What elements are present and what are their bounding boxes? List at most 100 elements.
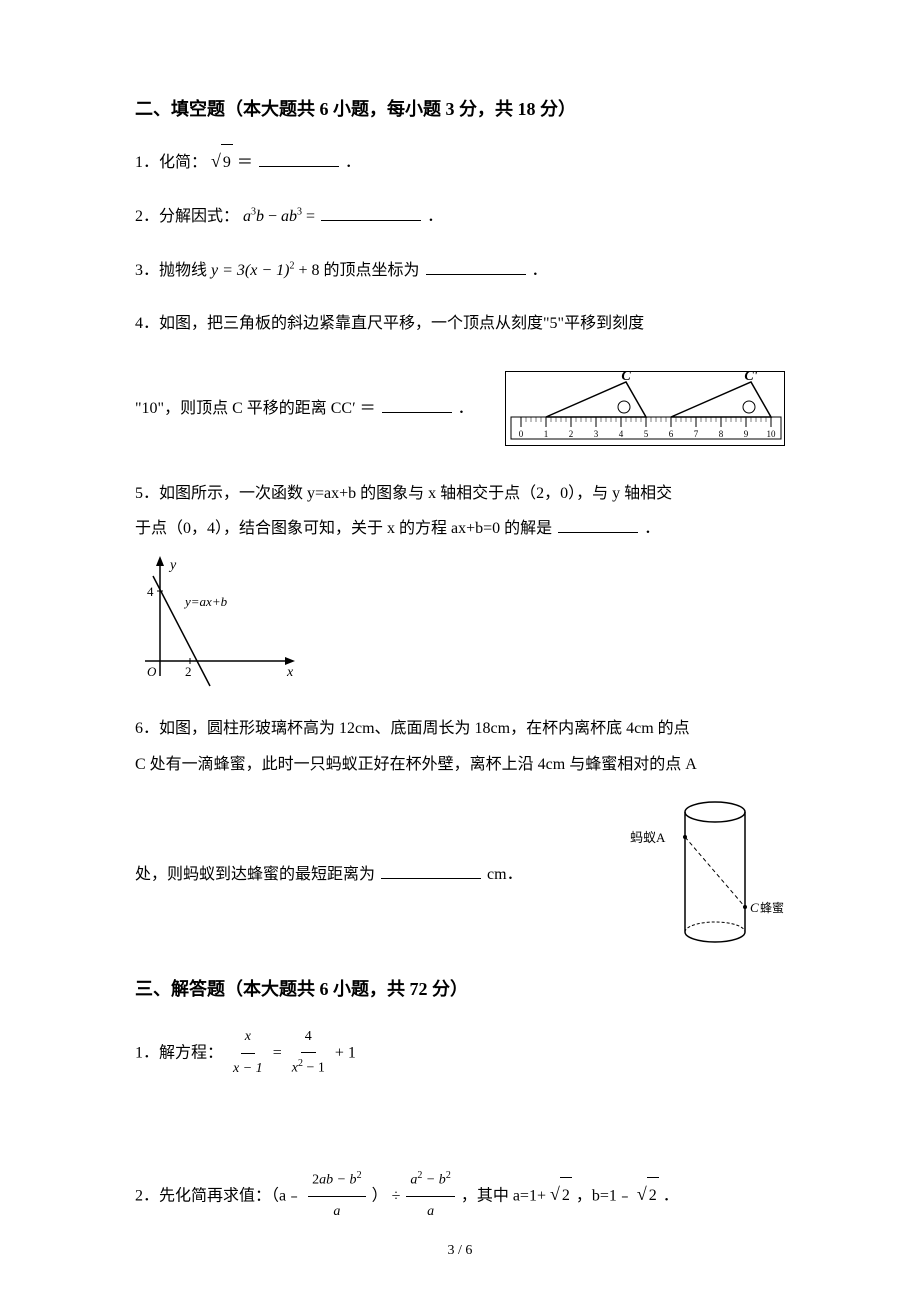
svg-text:蚂蚁A: 蚂蚁A — [630, 830, 666, 845]
s3q2-frac2: a2 − b2 a — [406, 1165, 454, 1228]
q2-a: a — [243, 208, 251, 225]
q6-line2: C 处有一滴蜂蜜，此时一只蚂蚁正好在杯外壁，离杯上沿 4cm 与蜂蜜相对的点 A — [135, 747, 785, 782]
s3q2-frac1: 2ab − b2 a — [308, 1165, 365, 1228]
q2-prefix: 2．分解因式： — [135, 208, 239, 225]
s3q1-prefix: 1．解方程： — [135, 1044, 223, 1061]
q2-minus: − — [264, 208, 281, 225]
s3q2-frac2-den: a — [423, 1197, 438, 1228]
q3-expr: y = 3(x − 1)2 + 8 — [211, 262, 323, 279]
s3q2-tail2: ，b=1﹣ — [576, 1187, 633, 1204]
question-2-1: 1．化简： √9 ＝ ． — [135, 142, 785, 182]
svg-text:4: 4 — [619, 429, 624, 439]
s3q1-frac1-num: x — [241, 1022, 255, 1054]
q2-eq: = — [302, 208, 319, 225]
q6-row: 处，则蚂蚁到达蜂蜜的最短距离为 cm． 蚂蚁A C 蜂蜜 — [135, 792, 785, 957]
sqrt-content: 9 — [221, 144, 233, 180]
q5-line2: 于点（0，4），结合图象可知，关于 x 的方程 ax+b=0 的解是 ． — [135, 511, 785, 546]
question-3-2: 2．先化简再求值：（a﹣ 2ab − b2 a ） ÷ a2 − b2 a ，其… — [135, 1165, 785, 1228]
q3-tail: + 8 — [294, 262, 319, 279]
q4-row: "10"，则顶点 C 平移的距离 CC′ ＝ ． — [135, 371, 785, 446]
q2-b: b — [256, 208, 264, 225]
s3q2-frac2-num: a2 − b2 — [406, 1165, 454, 1197]
svg-text:5: 5 — [644, 429, 649, 439]
svg-text:x: x — [286, 665, 294, 680]
s3q1-frac1: x x − 1 — [229, 1022, 267, 1085]
q3-mid: 的顶点坐标为 — [324, 262, 420, 279]
s3q2-frac2-num-b: − b — [422, 1172, 445, 1187]
sqrt-9: √9 — [211, 142, 233, 182]
question-2-3: 3．抛物线 y = 3(x − 1)2 + 8 的顶点坐标为 ． — [135, 253, 785, 288]
q5-line2-prefix: 于点（0，4），结合图象可知，关于 x 的方程 ax+b=0 的解是 — [135, 520, 552, 537]
s3q2-prefix: 2．先化简再求值：（a﹣ — [135, 1187, 302, 1204]
svg-text:2: 2 — [569, 429, 574, 439]
svg-text:3: 3 — [594, 429, 599, 439]
q4-blank — [382, 397, 452, 413]
svg-text:2: 2 — [185, 664, 192, 679]
q6-line3-suffix: cm． — [487, 866, 523, 883]
s3q2-frac2-num-exp2: 2 — [446, 1170, 451, 1181]
question-2-2: 2．分解因式： a3b − ab3 = ． — [135, 199, 785, 234]
s3q2-frac1-num: 2ab − b2 — [308, 1165, 365, 1197]
question-2-5: 5．如图所示，一次函数 y=ax+b 的图象与 x 轴相交于点（2，0），与 y… — [135, 476, 785, 691]
svg-text:9: 9 — [744, 429, 749, 439]
s3q1-eq: = — [273, 1044, 286, 1061]
s3q2-tail1: ，其中 a=1+ — [461, 1187, 546, 1204]
ruler-svg: 0 1 2 3 4 5 6 7 8 9 10 — [506, 372, 786, 447]
q1-prefix: 1．化简： — [135, 154, 207, 171]
s3q1-frac1-den: x − 1 — [229, 1054, 267, 1085]
q3-blank — [426, 259, 526, 275]
sqrt-symbol-b: √ — [637, 1175, 647, 1215]
s3q2-frac1-den: a — [329, 1197, 344, 1228]
svg-text:6: 6 — [669, 429, 674, 439]
svg-text:10: 10 — [767, 429, 777, 439]
s3q2-sqrt-a: √2 — [550, 1175, 572, 1215]
s3q1-frac2-den-b: − 1 — [303, 1061, 325, 1076]
section3-heading: 三、解答题（本大题共 6 小题，共 72 分） — [135, 975, 785, 1004]
q3-prefix: 3．抛物线 — [135, 262, 211, 279]
question-3-1: 1．解方程： x x − 1 = 4 x2 − 1 + 1 — [135, 1022, 785, 1085]
q1-equals: ＝ — [237, 154, 253, 171]
page-footer: 3 / 6 — [0, 1240, 920, 1262]
svg-text:O: O — [147, 664, 157, 679]
q6-line3: 处，则蚂蚁到达蜂蜜的最短距离为 cm． — [135, 857, 523, 892]
s3q2-sqrt-a-content: 2 — [560, 1177, 572, 1213]
svg-text:1: 1 — [544, 429, 549, 439]
s3q2-sqrt-b: √2 — [637, 1175, 659, 1215]
graph-figure: y x 4 2 O y=ax+b — [135, 551, 305, 691]
svg-text:C: C — [621, 372, 631, 384]
q4-line1: 4．如图，把三角板的斜边紧靠直尺平移，一个顶点从刻度"5"平移到刻度 — [135, 306, 785, 341]
sqrt-symbol-a: √ — [550, 1175, 560, 1215]
q2-suffix: ． — [427, 208, 443, 225]
section2-heading: 二、填空题（本大题共 6 小题，每小题 3 分，共 18 分） — [135, 95, 785, 124]
svg-text:y=ax+b: y=ax+b — [183, 594, 228, 609]
q6-blank — [381, 863, 481, 879]
s3q2-sqrt-b-content: 2 — [647, 1177, 659, 1213]
s3q1-tail: + 1 — [335, 1044, 356, 1061]
q3-expr-main: y = 3(x − 1) — [211, 262, 289, 279]
q2-expr: a3b − ab3 = — [243, 208, 319, 225]
q2-blank — [321, 205, 421, 221]
svg-text:7: 7 — [694, 429, 699, 439]
s3q1-frac2-den: x2 − 1 — [288, 1053, 329, 1084]
svg-text:4: 4 — [147, 584, 154, 599]
q5-line2-suffix: ． — [644, 520, 660, 537]
q4-line2: "10"，则顶点 C 平移的距离 CC′ ＝ ． — [135, 391, 474, 426]
q6-line1: 6．如图，圆柱形玻璃杯高为 12cm、底面周长为 18cm，在杯内离杯底 4cm… — [135, 711, 785, 746]
svg-text:C': C' — [744, 372, 757, 384]
q1-suffix: ． — [345, 154, 361, 171]
q1-blank — [259, 151, 339, 167]
q2-ab: ab — [281, 208, 297, 225]
s3q2-mid: ） ÷ — [372, 1187, 405, 1204]
svg-text:y: y — [168, 558, 177, 573]
svg-text:C: C — [750, 900, 759, 915]
svg-text:8: 8 — [719, 429, 724, 439]
q5-blank — [558, 517, 638, 533]
svg-text:蜂蜜: 蜂蜜 — [760, 900, 784, 915]
q4-line2-prefix: "10"，则顶点 C 平移的距离 CC′ ＝ — [135, 400, 376, 417]
ruler-figure: 0 1 2 3 4 5 6 7 8 9 10 — [505, 371, 785, 446]
q6-line3-prefix: 处，则蚂蚁到达蜂蜜的最短距离为 — [135, 866, 375, 883]
question-2-6: 6．如图，圆柱形玻璃杯高为 12cm、底面周长为 18cm，在杯内离杯底 4cm… — [135, 711, 785, 956]
q5-line1: 5．如图所示，一次函数 y=ax+b 的图象与 x 轴相交于点（2，0），与 y… — [135, 476, 785, 511]
svg-text:0: 0 — [519, 429, 524, 439]
cylinder-figure: 蚂蚁A C 蜂蜜 — [625, 792, 785, 957]
